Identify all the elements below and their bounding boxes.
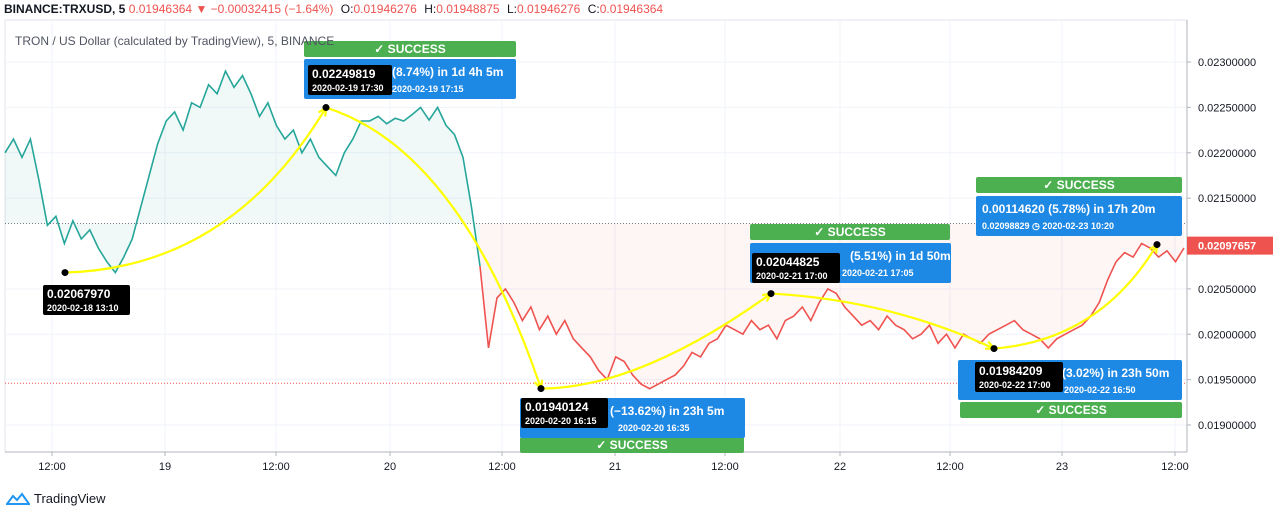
success-badge (520, 437, 744, 453)
brand-name: TradingView (34, 491, 106, 506)
x-tick-label: 12:00 (936, 461, 964, 473)
current-price-label: 0.02097657 (1198, 241, 1256, 253)
trade-point (990, 345, 998, 353)
high-label: H: (424, 2, 437, 16)
x-tick-label: 12:00 (711, 461, 739, 473)
trade-arrow (770, 292, 995, 350)
x-tick-label: 23 (1056, 461, 1068, 473)
x-tick-label: 19 (159, 461, 171, 473)
trade-result-time: 2020-02-21 17:05 (842, 268, 914, 278)
trade-labels: ✓ SUCCESS ✓ SUCCESS ✓ SUCCESS ✓ SUCCESS ✓ SU… (43, 41, 1182, 453)
high-value: 0.01948875 (436, 2, 500, 16)
trade-point (537, 385, 545, 393)
trade-result: (3.02%) in 23h 50m (1062, 366, 1169, 380)
y-tick-label: 0.02000000 (1198, 329, 1256, 341)
trade-result: 0.00114620 (5.78%) in 17h 20m (982, 202, 1155, 216)
x-tick-label: 12:00 (38, 461, 66, 473)
tag-price: 0.02067970 (47, 287, 111, 301)
low-value: 0.01946276 (516, 2, 581, 16)
tag-time: 2020-02-19 17:30 (312, 83, 384, 93)
y-tick-label: 0.01900000 (1198, 420, 1256, 432)
y-tick-label: 0.02200000 (1198, 148, 1256, 160)
x-tick-label: 12:00 (1161, 461, 1189, 473)
symbol-label: BINANCE:TRXUSD, 5 (4, 2, 126, 16)
open-value: 0.01946276 (353, 2, 417, 16)
last-price: 0.01946364 (128, 2, 193, 16)
price-time-tag (308, 65, 392, 95)
series-line-down (479, 242, 1185, 390)
success-label: ✓ SUCCESS (1043, 178, 1114, 192)
trade-result-time: 2020-02-19 17:15 (392, 84, 464, 94)
y-tick-label: 0.02150000 (1198, 193, 1256, 205)
x-tick-label: 20 (384, 461, 396, 473)
tag-price: 0.01940124 (525, 400, 589, 414)
success-badge (304, 41, 516, 57)
trade-arrow (993, 243, 1158, 350)
chart-header: BINANCE:TRXUSD, 5 0.01946364 ▼ −0.000324… (4, 2, 663, 16)
open-label: O: (340, 2, 354, 16)
trade-result-time: 2020-02-22 16:50 (1064, 385, 1136, 395)
trade-result-time: 0.02098829 ◷ 2020-02-23 10:20 (982, 221, 1114, 231)
success-label: ✓ SUCCESS (374, 42, 445, 56)
brand[interactable]: TradingView (6, 491, 106, 506)
success-badge (960, 402, 1182, 418)
close-label: C: (587, 2, 600, 16)
tradingview-logo-icon (6, 491, 30, 505)
y-tick-label: 0.01950000 (1198, 375, 1256, 387)
low-label: L: (506, 2, 517, 16)
area-fill-down (480, 223, 1184, 389)
y-tick-label: 0.02250000 (1198, 102, 1256, 114)
price-time-tag (975, 362, 1063, 392)
tag-time: 2020-02-18 13:10 (47, 303, 119, 313)
trade-info-box (976, 196, 1182, 236)
area-fill-up (5, 71, 480, 273)
price-time-tag (521, 398, 608, 428)
x-tick-label: 22 (834, 461, 846, 473)
tag-time: 2020-02-21 17:00 (756, 271, 828, 281)
y-tick-label: 0.02300000 (1198, 57, 1256, 69)
trade-point (767, 290, 775, 298)
success-badge (750, 224, 950, 240)
price-time-tag (43, 285, 130, 315)
price-time-tag (752, 253, 840, 283)
tag-time: 2020-02-22 17:00 (979, 380, 1051, 390)
price-series (4, 69, 1185, 390)
close-value: 0.01946364 (599, 2, 664, 16)
trade-point (322, 104, 330, 112)
success-label: ✓ SUCCESS (1035, 403, 1106, 417)
x-tick-label: 21 (609, 461, 621, 473)
trade-arrow (325, 106, 543, 389)
current-price-tag (1187, 236, 1273, 255)
success-badge (976, 177, 1182, 193)
chart-subtitle: TRON / US Dollar (calculated by TradingV… (15, 34, 335, 48)
trade-point (61, 269, 69, 277)
success-label: ✓ SUCCESS (596, 438, 667, 452)
trade-result: (−13.62%) in 23h 5m (610, 404, 724, 418)
trade-arrow (64, 106, 327, 274)
price-change: ▼ −0.00032415 (−1.64%) (195, 2, 334, 16)
tag-price: 0.02044825 (756, 255, 820, 269)
trade-arrows (61, 104, 1161, 393)
y-tick-label: 0.02050000 (1198, 284, 1256, 296)
tag-price: 0.01984209 (979, 364, 1043, 378)
x-tick-label: 12:00 (488, 461, 516, 473)
trade-result: (5.51%) in 1d 50m (850, 249, 951, 263)
trade-result: (8.74%) in 1d 4h 5m (392, 65, 503, 79)
x-tick-label: 12:00 (262, 461, 290, 473)
success-label: ✓ SUCCESS (814, 225, 885, 239)
trade-point (1153, 241, 1161, 249)
series-line-up (4, 69, 481, 274)
tag-time: 2020-02-20 16:15 (525, 416, 597, 426)
tag-price: 0.02249819 (312, 67, 376, 81)
trade-arrow (540, 292, 772, 390)
trade-result-time: 2020-02-20 16:35 (618, 423, 690, 433)
